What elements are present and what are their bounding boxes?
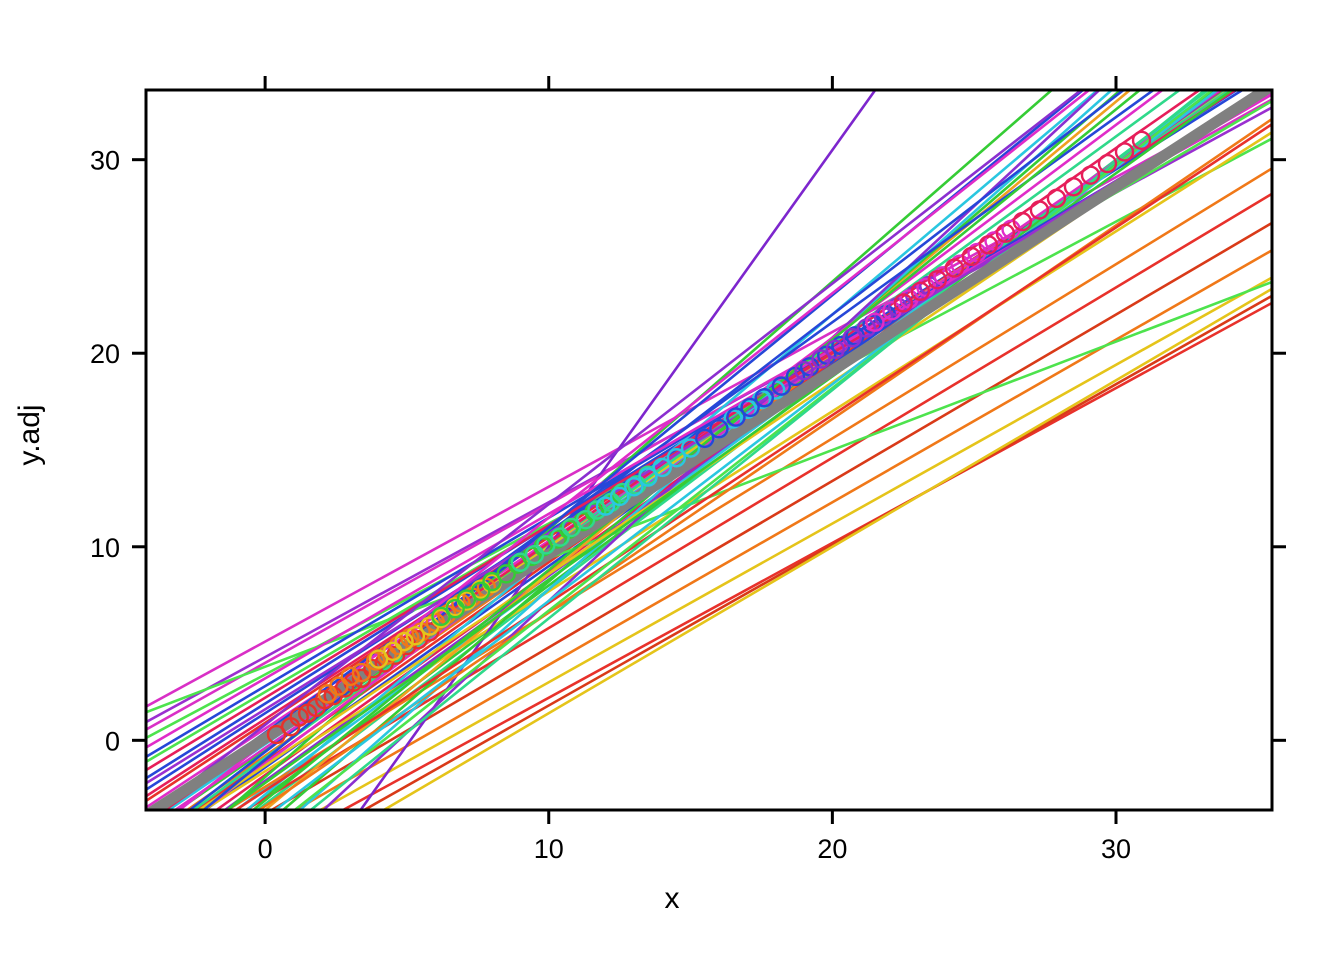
regression-line [340, 301, 1272, 810]
data-point [995, 223, 1016, 243]
data-point [609, 486, 630, 507]
regression-line [244, 90, 1100, 810]
regression-line [269, 221, 1272, 810]
regression-line [155, 90, 1156, 810]
regression-line [243, 192, 1272, 810]
data-point [624, 477, 644, 497]
data-point [1131, 130, 1152, 151]
regression-line [361, 294, 1272, 810]
regression-line [308, 90, 1208, 810]
data-point [340, 666, 360, 687]
data-point [1097, 153, 1118, 174]
data-point [893, 293, 913, 313]
data-point [1012, 211, 1033, 232]
x-axis-tick-label: 10 [534, 834, 564, 864]
data-point [927, 269, 948, 290]
regression-line [292, 249, 1272, 810]
data-point [445, 599, 465, 619]
data-point [547, 529, 567, 549]
data-point [351, 668, 372, 689]
data-point [1063, 177, 1084, 197]
data-point [723, 409, 743, 429]
data-point [961, 246, 982, 267]
data-point [524, 544, 545, 565]
data-point [771, 376, 792, 396]
data-point [351, 662, 372, 683]
regression-line [225, 90, 1235, 810]
y-axis-tick-label: 0 [105, 726, 120, 756]
data-point [695, 428, 715, 449]
plot-box [144, 88, 1274, 812]
x-axis-tick-label: 30 [1101, 834, 1131, 864]
data-points-layer [266, 130, 1152, 745]
y-axis-tick-label: 20 [90, 339, 120, 369]
data-point [709, 419, 729, 439]
data-point [329, 676, 349, 696]
data-point [754, 388, 775, 408]
data-point [496, 564, 516, 584]
x-axis-tick-label: 0 [258, 834, 273, 864]
data-point [383, 641, 403, 661]
regression-line [146, 90, 1265, 785]
x-axis-title: x [664, 882, 680, 915]
point-group [893, 130, 1152, 313]
data-point [575, 509, 596, 530]
regression-line [292, 90, 1215, 810]
data-point [1080, 165, 1101, 185]
regression-line [381, 287, 1272, 810]
data-point [573, 511, 593, 532]
data-point [394, 631, 414, 652]
regression-line [153, 90, 1084, 810]
data-point [470, 581, 491, 601]
data-point [1114, 142, 1135, 162]
data-point [825, 339, 845, 360]
data-point [740, 397, 760, 418]
data-point [550, 527, 570, 547]
data-point [522, 546, 542, 567]
data-point [842, 328, 862, 348]
data-point [865, 312, 885, 332]
data-point [794, 360, 814, 381]
data-point [405, 626, 426, 646]
regression-line [251, 90, 1142, 810]
data-point [595, 496, 616, 516]
data-point [910, 281, 931, 301]
data-point [978, 235, 999, 255]
data-point [419, 622, 440, 642]
data-point [726, 407, 746, 427]
y-axis-title: y.adj [13, 404, 46, 466]
regression-line [317, 276, 1272, 810]
data-point [1046, 188, 1067, 209]
axis-layer: 0 10 20 30 0 10 20 30 [90, 76, 1286, 864]
data-point [652, 457, 672, 478]
data-point [1029, 200, 1050, 220]
x-axis-tick-label: 20 [817, 834, 847, 864]
data-point [680, 438, 701, 458]
y-axis-tick-label: 30 [90, 146, 120, 176]
data-point [666, 448, 687, 468]
data-point [944, 258, 965, 278]
regression-line [358, 90, 877, 810]
data-point [811, 349, 831, 369]
y-axis-tick-label: 10 [90, 533, 120, 563]
data-point [366, 651, 386, 671]
data-point [638, 467, 658, 487]
